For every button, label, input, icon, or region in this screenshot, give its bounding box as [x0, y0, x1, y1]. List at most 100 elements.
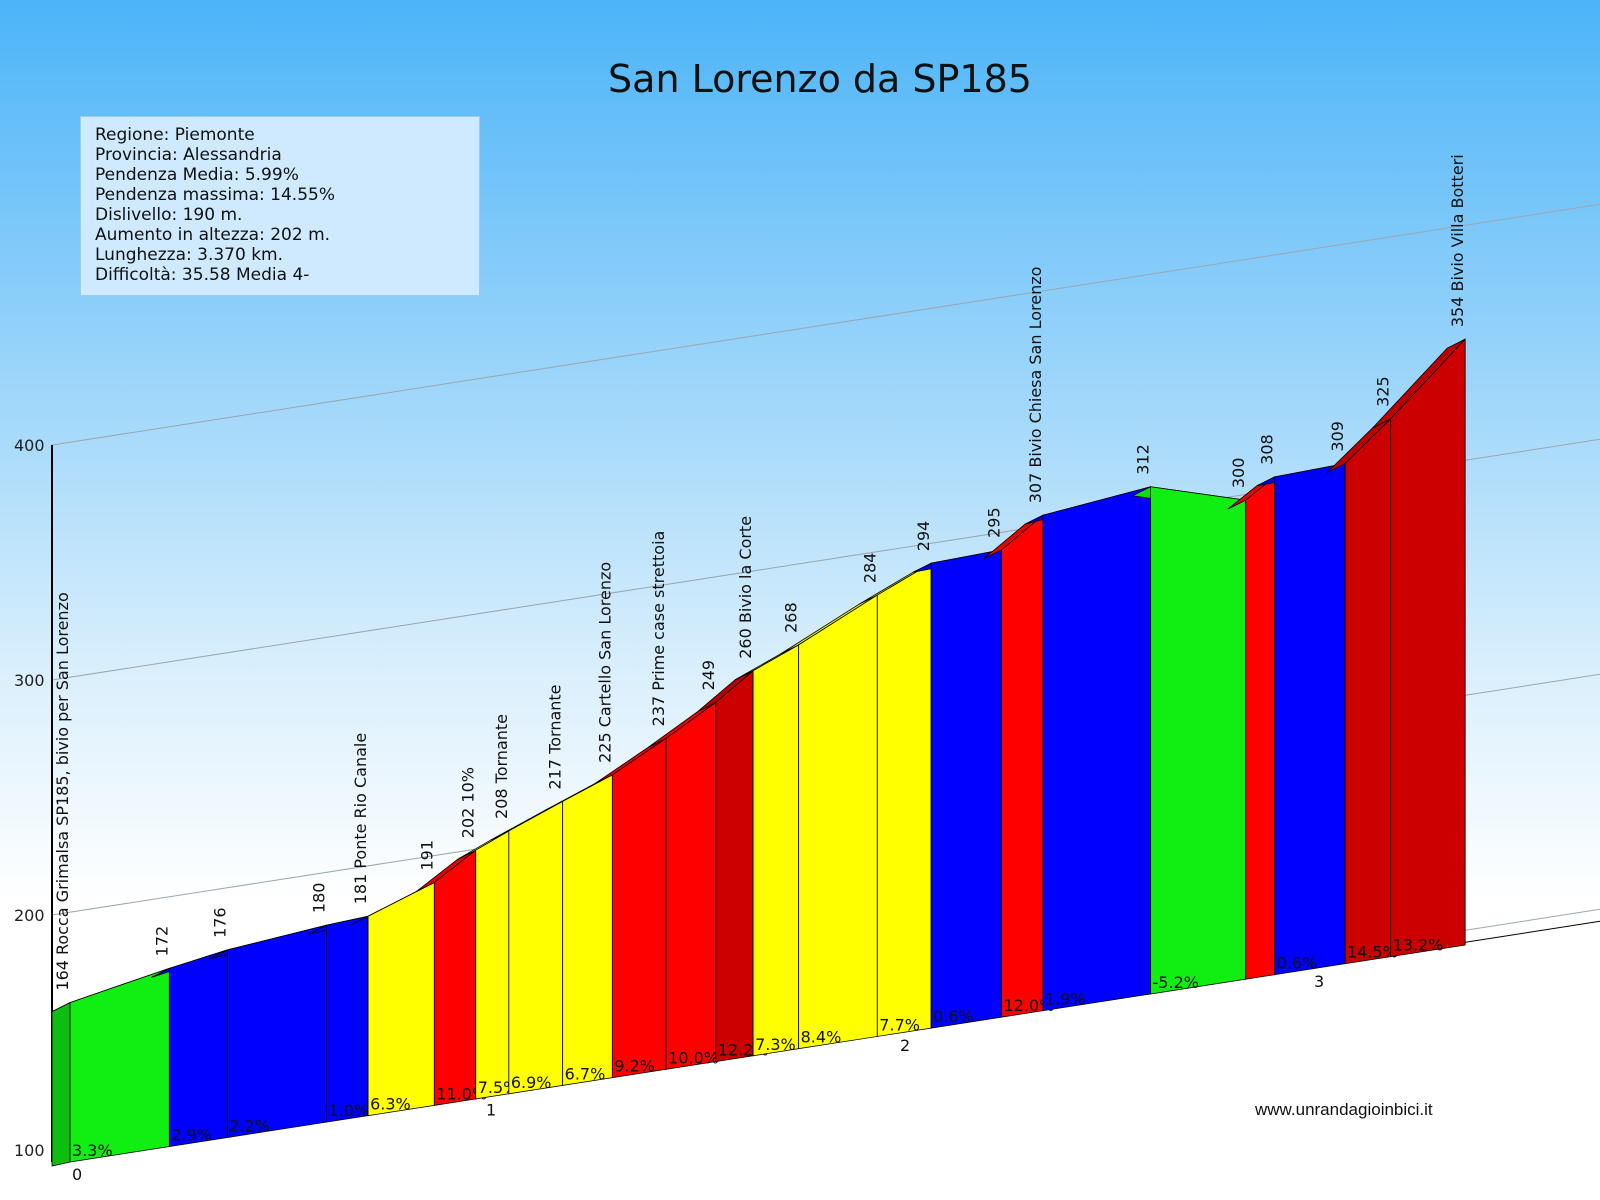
segment-front-2 [226, 924, 328, 1139]
segment-grade-14: 7.7% [879, 1015, 920, 1034]
segment-grade-5: 11.0% [436, 1084, 487, 1103]
segment-13: 8.4% [780, 594, 878, 1050]
segment-grade-9: 9.2% [614, 1057, 655, 1076]
segment-20: 0.6% [1256, 463, 1346, 976]
segment-grade-22: 13.2% [1393, 936, 1444, 955]
x-tick-label-3: 3 [1314, 972, 1324, 991]
segment-10: 10.0% [647, 701, 719, 1070]
point-label-13: 268 [782, 602, 801, 633]
point-label-12: 260 Bivio la Corte [736, 516, 755, 659]
segment-15: 0.6% [912, 549, 1002, 1029]
segment-front-4 [367, 881, 435, 1117]
segment-front-14 [876, 562, 932, 1037]
segment-6: 7.5% [457, 830, 519, 1100]
segment-grade-12: 7.3% [755, 1035, 796, 1054]
point-label-5: 191 [417, 840, 436, 871]
segment-grade-20: 0.6% [1277, 954, 1318, 973]
segment-12: 7.3% [734, 644, 800, 1057]
segment-front-10 [665, 701, 717, 1070]
point-label-21: 309 [1328, 421, 1347, 452]
info-difficolta: Difficoltà: 35.58 Media 4- [95, 265, 310, 285]
segment-front-22 [1390, 338, 1466, 958]
x-tick-label-1: 1 [486, 1101, 496, 1120]
chart-title: San Lorenzo da SP185 [608, 57, 1032, 101]
segment-grade-4: 6.3% [370, 1095, 411, 1114]
info-pendenza-massima: Pendenza massima: 14.55% [95, 185, 335, 205]
point-label-18: 312 [1134, 444, 1153, 475]
point-label-14: 284 [860, 553, 879, 584]
segment-grade-6: 7.5% [478, 1078, 519, 1097]
segment-front-20 [1274, 463, 1346, 976]
segment-grade-10: 10.0% [668, 1048, 719, 1067]
info-provincia: Provincia: Alessandria [95, 145, 282, 165]
segment-front-19 [1245, 476, 1276, 980]
segment-front-3 [326, 915, 369, 1123]
segment-front-13 [798, 594, 878, 1050]
segment-front-5 [433, 849, 477, 1106]
segment-front-16 [1001, 514, 1044, 1018]
y-tick-label-400: 400 [14, 436, 45, 455]
point-label-10: 237 Prime case strettoia [649, 531, 668, 727]
segment-14: 7.7% [859, 562, 932, 1037]
segment-grade-21: 14.5% [1347, 943, 1398, 962]
segment-16: 12.0% [983, 514, 1055, 1018]
point-label-7: 208 Tornante [492, 714, 511, 819]
point-label-2: 176 [210, 907, 229, 938]
point-label-8: 217 Tornante [546, 684, 565, 789]
point-label-9: 225 Cartello San Lorenzo [595, 562, 614, 763]
segment-grade-18: -5.2% [1153, 973, 1199, 992]
segment-grade-0: 3.3% [72, 1141, 113, 1160]
labels-layer: 164 Rocca Grimalsa SP185, bivio per San … [53, 154, 1467, 990]
bars-layer: 3.3% 2.9% 2.2% 1.0% 6.3% 11.0%7.5%6.9% 6.7% 9.2… [51, 338, 1466, 1167]
point-label-15: 294 [914, 521, 933, 552]
segment-left-side [51, 1001, 71, 1167]
segment-front-1 [168, 949, 228, 1148]
segment-front-6 [475, 830, 510, 1100]
segment-front-11 [715, 669, 754, 1063]
point-label-17: 307 Bivio Chiesa San Lorenzo [1026, 267, 1045, 504]
segment-9: 9.2% [594, 737, 667, 1079]
x-tick-label-2: 2 [900, 1036, 910, 1055]
point-label-6: 202 10% [459, 767, 478, 838]
segment-grade-13: 8.4% [801, 1028, 842, 1047]
segment-grade-2: 2.2% [229, 1117, 270, 1136]
segment-grade-3: 1.0% [329, 1101, 370, 1120]
segment-front-0 [69, 967, 170, 1163]
segment-grade-8: 6.7% [565, 1064, 606, 1083]
x-tick-label-0: 0 [72, 1165, 82, 1184]
point-label-0: 164 Rocca Grimalsa SP185, bivio per San … [53, 592, 72, 990]
point-label-3: 180 [310, 883, 329, 914]
point-label-22: 325 [1374, 376, 1393, 407]
info-box: Regione: Piemonte Provincia: Alessandria… [80, 116, 480, 296]
info-aumento-altezza: Aumento in altezza: 202 m. [95, 225, 331, 245]
segment-grade-15: 0.6% [933, 1007, 974, 1026]
segment-22: 13.2% [1372, 338, 1466, 958]
segment-grade-17: 1.9% [1045, 990, 1086, 1009]
segment-front-7 [508, 800, 564, 1095]
point-label-1: 172 [152, 926, 171, 957]
segment-front-18 [1150, 486, 1247, 995]
segment-grade-7: 6.9% [511, 1073, 552, 1092]
segment-front-8 [562, 774, 613, 1086]
segment-3: 1.0% [308, 915, 370, 1123]
segment-grade-16: 12.0% [1004, 996, 1055, 1015]
segment-21: 14.5% [1326, 417, 1398, 965]
segment-front-21 [1344, 417, 1392, 965]
point-label-19: 300 [1229, 458, 1248, 489]
info-regione: Regione: Piemonte [95, 125, 255, 145]
info-lunghezza: Lunghezza: 3.370 km. [95, 245, 284, 265]
y-tick-label-200: 200 [14, 906, 45, 925]
segment-grade-1: 2.9% [171, 1126, 212, 1145]
info-pendenza-media: Pendenza Media: 5.99% [95, 165, 299, 185]
point-label-20: 308 [1258, 434, 1277, 465]
segment-18: -5.2% [1131, 486, 1248, 995]
website-credit: www.unrandagioinbici.it [1255, 1100, 1433, 1119]
point-label-11: 249 [699, 660, 718, 691]
segment-5: 11.0% [416, 849, 487, 1106]
info-dislivello: Dislivello: 190 m. [95, 205, 243, 225]
y-tick-label-100: 100 [14, 1141, 45, 1160]
segment-17: 1.9% [1024, 486, 1151, 1012]
y-tick-label-300: 300 [14, 671, 45, 690]
